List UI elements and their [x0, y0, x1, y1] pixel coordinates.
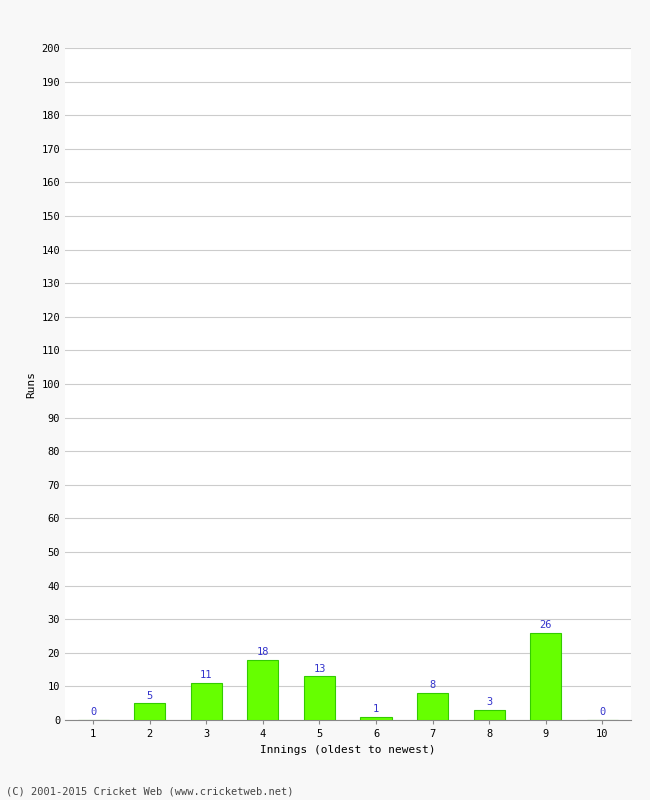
Text: 3: 3 [486, 698, 492, 707]
Text: 26: 26 [540, 620, 552, 630]
Text: 5: 5 [147, 690, 153, 701]
Text: 18: 18 [257, 647, 269, 657]
X-axis label: Innings (oldest to newest): Innings (oldest to newest) [260, 745, 436, 754]
Bar [304, 676, 335, 720]
Text: 0: 0 [599, 707, 605, 718]
Y-axis label: Runs: Runs [26, 370, 36, 398]
Bar [417, 693, 448, 720]
Bar [248, 659, 278, 720]
Text: 0: 0 [90, 707, 96, 718]
Bar [361, 717, 391, 720]
Text: 8: 8 [430, 681, 436, 690]
Bar [530, 633, 561, 720]
Bar [474, 710, 504, 720]
Text: 13: 13 [313, 664, 326, 674]
Bar [191, 683, 222, 720]
Text: (C) 2001-2015 Cricket Web (www.cricketweb.net): (C) 2001-2015 Cricket Web (www.cricketwe… [6, 786, 294, 796]
Bar [135, 703, 165, 720]
Text: 1: 1 [373, 704, 379, 714]
Text: 11: 11 [200, 670, 213, 680]
